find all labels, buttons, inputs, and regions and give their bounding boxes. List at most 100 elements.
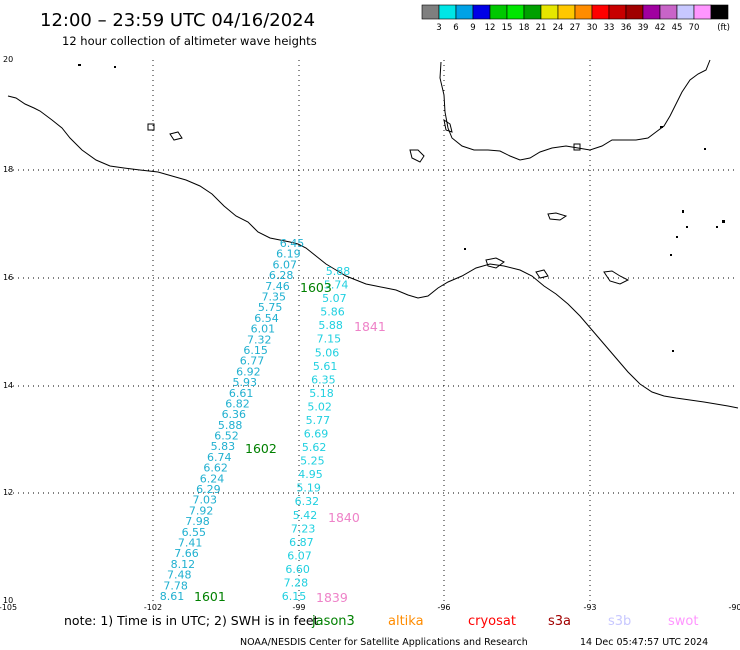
- scale-swatch: [659, 4, 678, 20]
- island-6: [573, 143, 581, 151]
- wave-height-value: 7.46: [265, 280, 290, 293]
- wave-height-value: 5.25: [300, 455, 325, 468]
- scale-swatch: [489, 4, 508, 20]
- scale-swatch: [591, 4, 610, 20]
- wave-height-value: 7.41: [178, 537, 203, 550]
- scale-swatch: [608, 4, 627, 20]
- longitude-label: -105: [0, 603, 17, 612]
- satellite-legend-jason3: jason3: [311, 614, 355, 629]
- latitude-label: 12: [3, 488, 13, 497]
- latitude-label: 20: [3, 55, 13, 64]
- scale-swatch: [421, 4, 440, 20]
- scale-tick-label: 36: [621, 23, 632, 33]
- wave-height-value: 5.75: [258, 301, 283, 314]
- gulf-of-mexico-coastline: [439, 59, 711, 161]
- scale-swatch: [540, 4, 559, 20]
- wave-height-value: 8.12: [171, 558, 196, 571]
- wave-height-value: 6.29: [196, 483, 221, 496]
- scale-unit: (ft): [717, 23, 730, 33]
- longitude-label: -99: [292, 603, 305, 612]
- scale-swatch: [557, 4, 576, 20]
- wave-height-value: 6.52: [214, 430, 239, 443]
- island-7: [169, 131, 183, 141]
- scale-swatch: [574, 4, 593, 20]
- scale-tick-label: 39: [638, 23, 649, 33]
- wave-height-value: 5.77: [306, 414, 331, 427]
- longitude-label: -90: [728, 603, 740, 612]
- longitude-label: -96: [437, 603, 450, 612]
- wave-height-value: 5.06: [315, 346, 340, 359]
- latitude-label: 18: [3, 165, 13, 174]
- island-4: [485, 257, 505, 269]
- scale-tick-label: 12: [485, 23, 496, 33]
- scale-tick-label: 18: [519, 23, 530, 33]
- mexico-pacific-coastline: [7, 95, 739, 409]
- coastline: [7, 59, 739, 409]
- satellite-legend-s3b: s3b: [608, 614, 631, 629]
- scale-tick-label: 30: [587, 23, 598, 33]
- wave-height-value: 6.24: [200, 472, 225, 485]
- scale-tick-label: 6: [453, 23, 458, 33]
- scale-tick-label: 45: [672, 23, 683, 33]
- wave-height-value: 6.62: [203, 462, 228, 475]
- wave-height-value: 6.77: [240, 355, 265, 368]
- wave-height-value: 5.19: [296, 482, 321, 495]
- wave-height-value: 5.62: [302, 441, 327, 454]
- scale-tick-label: 42: [655, 23, 666, 33]
- latitude-label: 10: [3, 596, 13, 605]
- wave-height-value: 5.93: [232, 376, 257, 389]
- wave-height-value: 6.87: [289, 536, 314, 549]
- scale-tick-label: 70: [689, 23, 700, 33]
- wave-height-value: 6.15: [243, 344, 268, 357]
- scale-tick-label: 15: [502, 23, 513, 33]
- scale-swatch: [693, 4, 712, 20]
- wave-height-value: 7.35: [262, 290, 287, 303]
- pass-label-pink-3: 1839: [316, 590, 348, 605]
- latitude-label: 16: [3, 273, 13, 282]
- wave-height-value: 7.78: [163, 579, 188, 592]
- pass-label-green-1: 1603: [300, 280, 332, 295]
- wave-height-value: 7.15: [317, 333, 342, 346]
- credit-line: NOAA/NESDIS Center for Satellite Applica…: [240, 637, 528, 648]
- scale-swatch: [642, 4, 661, 20]
- wave-height-value: 5.88: [318, 319, 343, 332]
- wave-height-value: 5.86: [320, 306, 345, 319]
- scale-swatch: [472, 4, 491, 20]
- satellite-legend-s3a: s3a: [548, 614, 571, 629]
- island-2: [547, 212, 568, 221]
- longitude-label: -102: [144, 603, 162, 612]
- scale-swatch: [625, 4, 644, 20]
- scale-swatch: [523, 4, 542, 20]
- wave-height-value: 6.54: [254, 312, 279, 325]
- wave-height-value: 6.35: [311, 373, 336, 386]
- island-5: [535, 269, 549, 279]
- island-8: [147, 123, 155, 131]
- wave-height-value: 6.92: [236, 365, 261, 378]
- wave-height-value: 6.01: [251, 323, 276, 336]
- scale-swatch: [506, 4, 525, 20]
- pass-label-green-3: 1601: [194, 589, 226, 604]
- wave-height-value: 5.02: [307, 400, 332, 413]
- color-scale: 3 6 9 12 15 18 21 24 27 30 33 36 39 42 45 70 (ft): [421, 4, 730, 33]
- longitude-label: -93: [583, 603, 596, 612]
- satellite-legend-swot: swot: [668, 614, 698, 629]
- pass-label-pink-2: 1840: [328, 510, 360, 525]
- wave-height-value: 7.03: [192, 494, 217, 507]
- pass-label-green-2: 1602: [245, 441, 277, 456]
- timestamp: 14 Dec 05:47:57 UTC 2024: [580, 637, 708, 648]
- wave-height-value: 6.28: [269, 269, 294, 282]
- scale-swatch: [455, 4, 474, 20]
- wave-height-value: 5.74: [324, 279, 349, 292]
- wave-height-value: 7.48: [167, 569, 192, 582]
- wave-height-value: 6.07: [287, 549, 312, 562]
- map-subtitle: 12 hour collection of altimeter wave hei…: [62, 34, 317, 48]
- island-1: [409, 149, 425, 163]
- scale-swatch: [438, 4, 457, 20]
- wave-height-value: 4.95: [298, 468, 323, 481]
- scale-tick-label: 3: [436, 23, 441, 33]
- wave-height-value: 5.61: [313, 360, 338, 373]
- wave-height-value: 5.18: [309, 387, 334, 400]
- wave-height-value: 6.69: [304, 428, 329, 441]
- wave-height-value: 7.92: [189, 504, 214, 517]
